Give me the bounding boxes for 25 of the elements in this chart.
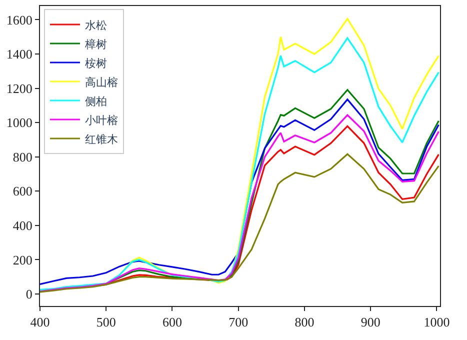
x-tick-label: 1000 (424, 314, 450, 330)
legend-label: 水松 (85, 18, 107, 32)
legend-label: 高山榕 (85, 76, 118, 89)
y-tick-label: 1200 (6, 80, 32, 96)
y-tick-label: 800 (12, 149, 32, 164)
y-tick-label: 1600 (6, 12, 32, 28)
legend-label: 小叶榕 (85, 114, 118, 127)
y-tick-label: 600 (12, 184, 32, 199)
x-tick-label: 700 (228, 314, 248, 330)
y-tick-label: 400 (12, 218, 32, 233)
y-tick-label: 1400 (6, 46, 32, 62)
line-series (40, 153, 440, 293)
x-tick-label: 600 (162, 314, 182, 330)
line-series (40, 37, 440, 291)
legend-label: 侧柏 (85, 94, 107, 108)
x-tick-label: 400 (30, 314, 50, 330)
y-tick-label: 200 (12, 252, 32, 268)
x-tick-label: 900 (360, 314, 380, 330)
legend-label: 红锥木 (85, 132, 118, 146)
y-tick-label: 0 (26, 286, 32, 302)
x-tick-label: 800 (294, 314, 314, 330)
x-tick-label: 500 (96, 314, 116, 330)
legend-label: 樟树 (84, 38, 107, 51)
legend-label: 桉树 (85, 56, 107, 70)
y-tick-label: 1000 (6, 115, 32, 130)
